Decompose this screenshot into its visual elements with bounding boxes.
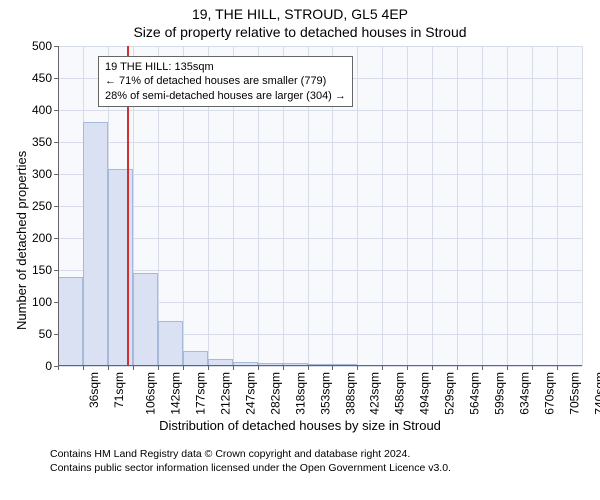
y-tick-label: 200 bbox=[32, 231, 58, 245]
x-tick-label: 282sqm bbox=[268, 372, 282, 415]
grid-line-horizontal bbox=[58, 238, 582, 239]
x-tick-label: 494sqm bbox=[418, 372, 432, 415]
annotation-line: 28% of semi-detached houses are larger (… bbox=[105, 89, 346, 103]
x-tick-mark bbox=[133, 366, 134, 370]
x-tick-label: 36sqm bbox=[87, 372, 101, 408]
x-axis-line bbox=[58, 365, 582, 366]
grid-line-vertical bbox=[357, 46, 358, 366]
x-tick-label: 670sqm bbox=[543, 372, 557, 415]
y-axis-label: Number of detached properties bbox=[14, 151, 29, 330]
grid-line-horizontal bbox=[58, 46, 582, 47]
x-tick-mark bbox=[457, 366, 458, 370]
attribution-line2: Contains public sector information licen… bbox=[50, 462, 451, 476]
x-tick-label: 212sqm bbox=[218, 372, 232, 415]
histogram-bar bbox=[58, 277, 83, 366]
x-tick-mark bbox=[557, 366, 558, 370]
x-tick-mark bbox=[158, 366, 159, 370]
x-tick-mark bbox=[432, 366, 433, 370]
annotation-line: ← 71% of detached houses are smaller (77… bbox=[105, 74, 346, 88]
x-tick-mark bbox=[382, 366, 383, 370]
grid-line-horizontal bbox=[58, 174, 582, 175]
y-tick-label: 500 bbox=[32, 39, 58, 53]
x-tick-label: 599sqm bbox=[493, 372, 507, 415]
x-tick-mark bbox=[332, 366, 333, 370]
grid-line-vertical bbox=[407, 46, 408, 366]
x-tick-label: 423sqm bbox=[368, 372, 382, 415]
x-tick-mark bbox=[58, 366, 59, 370]
x-tick-mark bbox=[357, 366, 358, 370]
annotation-box: 19 THE HILL: 135sqm← 71% of detached hou… bbox=[98, 56, 353, 107]
x-tick-label: 740sqm bbox=[593, 372, 600, 415]
plot-area: 05010015020025030035040045050036sqm71sqm… bbox=[58, 46, 582, 366]
grid-line-horizontal bbox=[58, 270, 582, 271]
grid-line-vertical bbox=[507, 46, 508, 366]
x-tick-label: 634sqm bbox=[518, 372, 532, 415]
grid-line-horizontal bbox=[58, 206, 582, 207]
x-tick-mark bbox=[507, 366, 508, 370]
x-tick-label: 247sqm bbox=[243, 372, 257, 415]
histogram-bar bbox=[158, 321, 183, 366]
x-tick-mark bbox=[208, 366, 209, 370]
y-tick-label: 450 bbox=[32, 71, 58, 85]
grid-line-vertical bbox=[582, 46, 583, 366]
y-tick-label: 0 bbox=[45, 359, 58, 373]
x-tick-mark bbox=[308, 366, 309, 370]
x-axis-label: Distribution of detached houses by size … bbox=[0, 418, 600, 433]
x-tick-label: 564sqm bbox=[468, 372, 482, 415]
grid-line-horizontal bbox=[58, 142, 582, 143]
histogram-bar bbox=[83, 122, 108, 366]
x-tick-mark bbox=[482, 366, 483, 370]
x-tick-mark bbox=[283, 366, 284, 370]
x-tick-mark bbox=[83, 366, 84, 370]
x-tick-label: 529sqm bbox=[443, 372, 457, 415]
x-tick-label: 318sqm bbox=[293, 372, 307, 415]
chart-subtitle: Size of property relative to detached ho… bbox=[0, 24, 600, 40]
x-tick-mark bbox=[407, 366, 408, 370]
x-tick-label: 71sqm bbox=[112, 372, 126, 408]
y-tick-label: 150 bbox=[32, 263, 58, 277]
histogram-bar bbox=[183, 351, 208, 366]
y-tick-label: 300 bbox=[32, 167, 58, 181]
y-axis-line bbox=[58, 46, 59, 366]
x-tick-mark bbox=[532, 366, 533, 370]
x-tick-label: 353sqm bbox=[318, 372, 332, 415]
grid-line-horizontal bbox=[58, 110, 582, 111]
grid-line-vertical bbox=[482, 46, 483, 366]
x-tick-mark bbox=[258, 366, 259, 370]
grid-line-vertical bbox=[432, 46, 433, 366]
y-tick-label: 400 bbox=[32, 103, 58, 117]
grid-line-vertical bbox=[457, 46, 458, 366]
x-tick-label: 142sqm bbox=[169, 372, 183, 415]
chart-title: 19, THE HILL, STROUD, GL5 4EP bbox=[0, 6, 600, 22]
grid-line-vertical bbox=[382, 46, 383, 366]
y-tick-label: 250 bbox=[32, 199, 58, 213]
attribution-line1: Contains HM Land Registry data © Crown c… bbox=[50, 448, 410, 462]
x-tick-mark bbox=[108, 366, 109, 370]
x-tick-label: 705sqm bbox=[568, 372, 582, 415]
x-tick-label: 388sqm bbox=[343, 372, 357, 415]
chart-container: 19, THE HILL, STROUD, GL5 4EP Size of pr… bbox=[0, 0, 600, 500]
x-tick-mark bbox=[233, 366, 234, 370]
y-tick-label: 100 bbox=[32, 295, 58, 309]
x-tick-label: 177sqm bbox=[194, 372, 208, 415]
y-tick-label: 350 bbox=[32, 135, 58, 149]
histogram-bar bbox=[133, 273, 158, 366]
annotation-line: 19 THE HILL: 135sqm bbox=[105, 60, 346, 74]
x-tick-mark bbox=[183, 366, 184, 370]
x-tick-label: 458sqm bbox=[393, 372, 407, 415]
y-tick-label: 50 bbox=[39, 327, 58, 341]
grid-line-vertical bbox=[532, 46, 533, 366]
grid-line-vertical bbox=[557, 46, 558, 366]
grid-line-horizontal bbox=[58, 366, 582, 367]
x-tick-label: 106sqm bbox=[144, 372, 158, 415]
